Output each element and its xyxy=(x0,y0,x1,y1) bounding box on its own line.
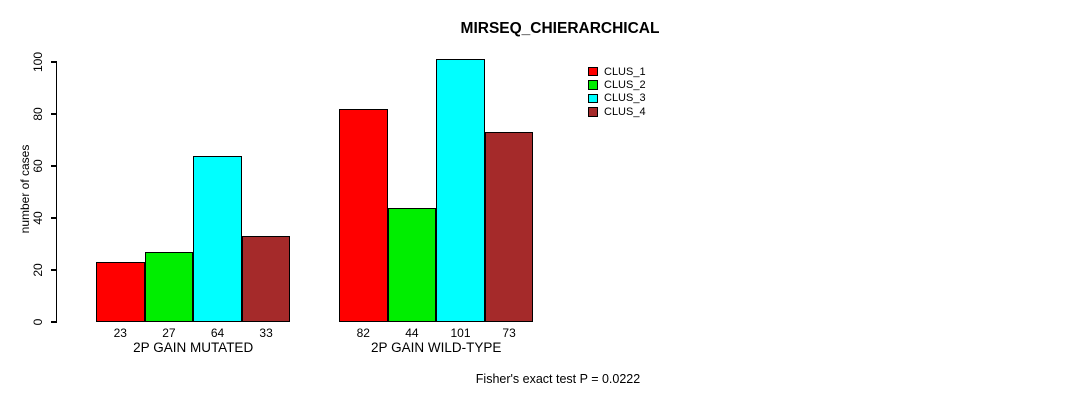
y-axis-tick-label: 0 xyxy=(31,318,45,326)
category-label: 2P GAIN WILD-TYPE xyxy=(371,340,502,355)
legend-swatch-icon xyxy=(588,66,598,77)
legend-label: CLUS_3 xyxy=(604,92,646,105)
category-label: 2P GAIN MUTATED xyxy=(133,340,254,355)
legend: CLUS_1 CLUS_2 CLUS_3 CLUS_4 xyxy=(588,65,646,119)
legend-label: CLUS_2 xyxy=(604,79,646,92)
bar-clus_2-group1 xyxy=(144,251,194,322)
bar-value-label: 44 xyxy=(405,326,419,340)
bar-value-label: 64 xyxy=(210,326,225,340)
legend-label: CLUS_1 xyxy=(604,65,646,78)
bar-clus_2-group2 xyxy=(387,207,437,322)
y-axis-line xyxy=(56,62,58,322)
y-axis-label: number of cases xyxy=(18,144,32,234)
legend-swatch-icon xyxy=(588,93,598,104)
legend-item-clus_1: CLUS_1 xyxy=(588,65,646,78)
bar-clus_3-group2 xyxy=(436,59,485,322)
legend-swatch-icon xyxy=(588,80,598,90)
y-axis-tick-label: 40 xyxy=(31,211,45,225)
legend-item-clus_3: CLUS_3 xyxy=(588,92,646,105)
fisher-test-annotation: Fisher's exact test P = 0.0222 xyxy=(475,372,641,386)
y-axis-tick-label: 20 xyxy=(31,263,45,277)
bar-value-label: 82 xyxy=(356,326,370,340)
y-axis-tick xyxy=(51,113,57,115)
bar-value-label: 27 xyxy=(162,326,176,340)
bar-clus_3-group1 xyxy=(193,155,242,322)
bar-clus_4-group1 xyxy=(241,236,291,322)
legend-swatch-icon xyxy=(588,107,598,117)
legend-item-clus_4: CLUS_4 xyxy=(588,105,646,118)
y-axis-tick xyxy=(51,217,57,219)
legend-item-clus_2: CLUS_2 xyxy=(588,78,646,91)
y-axis-tick-label: 100 xyxy=(31,51,45,73)
bar-clus_4-group2 xyxy=(484,132,534,322)
y-axis-tick xyxy=(51,165,57,167)
bar-clus_1-group1 xyxy=(96,262,145,322)
y-axis-tick-label: 80 xyxy=(31,107,45,121)
bar-clus_1-group2 xyxy=(339,108,388,322)
y-axis-tick-label: 60 xyxy=(31,159,45,173)
bar-value-label: 23 xyxy=(113,326,127,340)
bar-value-label: 33 xyxy=(259,326,273,340)
y-axis-tick xyxy=(51,321,57,323)
chart-title: MIRSEQ_CHIERARCHICAL xyxy=(460,20,660,37)
legend-label: CLUS_4 xyxy=(604,105,646,118)
bar-value-label: 73 xyxy=(502,326,516,340)
y-axis-tick xyxy=(51,61,57,63)
y-axis-tick xyxy=(51,269,57,271)
bar-value-label: 101 xyxy=(450,326,471,340)
